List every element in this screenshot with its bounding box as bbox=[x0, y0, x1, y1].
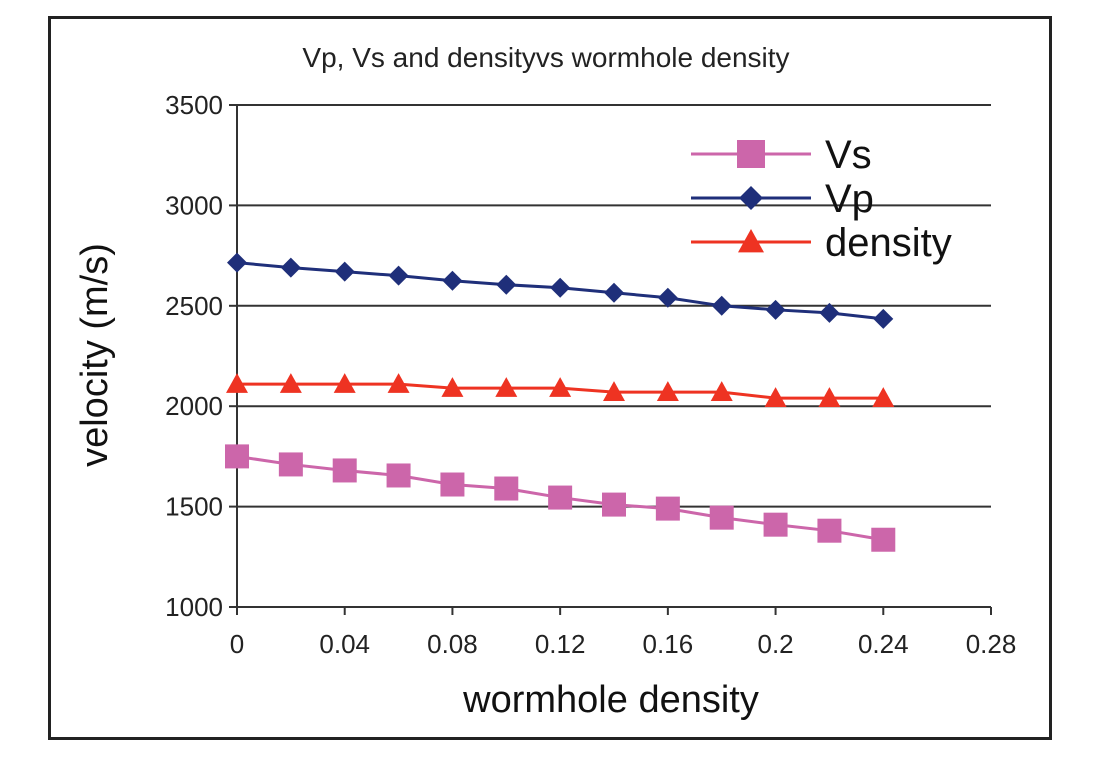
point-Vp-12 bbox=[873, 308, 894, 329]
chart-frame: Vp, Vs and densityvs wormhole density 10… bbox=[48, 16, 1052, 740]
x-tick-label-1: 0.04 bbox=[319, 629, 370, 659]
x-tick-label-4: 0.16 bbox=[643, 629, 694, 659]
point-density-10 bbox=[764, 387, 787, 407]
x-tick-label-7: 0.28 bbox=[966, 629, 1017, 659]
point-Vs-3 bbox=[386, 463, 411, 488]
chart-svg: Vp, Vs and densityvs wormhole density 10… bbox=[74, 42, 1016, 721]
point-density-5 bbox=[495, 377, 518, 397]
point-Vp-0 bbox=[227, 252, 247, 273]
point-density-7 bbox=[603, 381, 625, 401]
point-Vp-1 bbox=[280, 257, 301, 278]
point-Vp-11 bbox=[819, 302, 840, 323]
legend-marker-Vs bbox=[737, 140, 765, 168]
axis-layer bbox=[229, 104, 992, 615]
x-tick-label-5: 0.2 bbox=[757, 629, 793, 659]
point-Vs-10 bbox=[763, 512, 788, 537]
legend-label-density: density bbox=[825, 221, 952, 265]
x-tick-label-6: 0.24 bbox=[858, 629, 909, 659]
point-Vs-12 bbox=[871, 527, 896, 552]
point-Vs-8 bbox=[655, 496, 680, 521]
y-tick-label-5: 3500 bbox=[165, 90, 223, 120]
x-axis-label: wormhole density bbox=[462, 679, 759, 721]
point-Vs-7 bbox=[602, 492, 626, 517]
point-Vs-6 bbox=[548, 485, 573, 510]
legend-label-Vp: Vp bbox=[825, 177, 874, 221]
point-Vs-1 bbox=[278, 452, 303, 477]
legend-marker-density bbox=[738, 229, 764, 253]
y-axis-label: velocity (m/s) bbox=[74, 243, 116, 467]
point-density-12 bbox=[872, 387, 895, 407]
point-Vp-5 bbox=[496, 274, 517, 295]
series-density bbox=[226, 373, 895, 407]
point-Vp-4 bbox=[442, 270, 463, 291]
point-Vs-5 bbox=[494, 476, 519, 501]
point-density-8 bbox=[656, 381, 679, 401]
legend-marker-Vp bbox=[739, 186, 763, 210]
y-tick-label-4: 3000 bbox=[165, 190, 223, 220]
point-Vs-9 bbox=[709, 505, 734, 530]
x-tick-label-2: 0.08 bbox=[427, 629, 478, 659]
legend-label-Vs: Vs bbox=[825, 133, 872, 177]
series-Vs bbox=[225, 444, 896, 552]
grid-layer bbox=[237, 104, 991, 508]
x-tick-label-0: 0 bbox=[230, 629, 244, 659]
chart-title: Vp, Vs and densityvs wormhole density bbox=[302, 42, 789, 73]
point-density-11 bbox=[818, 387, 841, 407]
point-Vs-0 bbox=[225, 444, 249, 469]
point-Vp-3 bbox=[388, 265, 409, 286]
point-density-1 bbox=[279, 373, 302, 393]
point-Vs-4 bbox=[440, 472, 465, 497]
y-tick-label-2: 2000 bbox=[165, 391, 223, 421]
y-tick-label-3: 2500 bbox=[165, 291, 223, 321]
point-Vp-10 bbox=[765, 299, 786, 320]
y-tick-label-1: 1500 bbox=[165, 492, 223, 522]
point-density-6 bbox=[549, 377, 572, 397]
point-Vp-2 bbox=[334, 261, 355, 282]
point-Vp-6 bbox=[550, 277, 571, 298]
point-density-9 bbox=[710, 381, 733, 401]
point-Vs-11 bbox=[817, 518, 842, 543]
x-tick-label-3: 0.12 bbox=[535, 629, 586, 659]
y-tick-label-0: 1000 bbox=[165, 592, 223, 622]
series-Vp bbox=[227, 252, 894, 329]
point-density-0 bbox=[226, 373, 248, 393]
point-Vp-7 bbox=[604, 282, 624, 303]
point-density-2 bbox=[333, 373, 356, 393]
tick-layer: 1000 1500 2000 2500 3000 3500 0 0.04 0.08 0.12 0.1… bbox=[165, 90, 1016, 659]
point-density-3 bbox=[387, 373, 410, 393]
point-Vp-8 bbox=[657, 287, 678, 308]
series-layer bbox=[225, 252, 896, 552]
point-Vp-9 bbox=[711, 295, 732, 316]
point-density-4 bbox=[441, 377, 464, 397]
point-Vs-2 bbox=[332, 458, 357, 483]
